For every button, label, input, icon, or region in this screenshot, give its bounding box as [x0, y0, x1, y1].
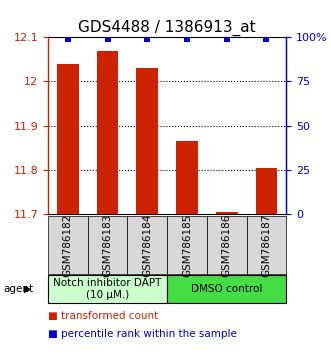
Text: ■ transformed count: ■ transformed count [48, 311, 158, 321]
Text: GSM786182: GSM786182 [63, 213, 73, 277]
Text: DMSO control: DMSO control [191, 284, 262, 294]
Text: GSM786185: GSM786185 [182, 213, 192, 277]
Bar [57, 64, 79, 214]
Bar [216, 211, 238, 214]
Title: GDS4488 / 1386913_at: GDS4488 / 1386913_at [78, 19, 256, 36]
Text: agent: agent [3, 284, 33, 294]
Bar [256, 168, 277, 214]
Text: GSM786184: GSM786184 [142, 213, 152, 277]
Text: GSM786183: GSM786183 [103, 213, 113, 277]
Bar [176, 141, 198, 214]
Text: Notch inhibitor DAPT
(10 μM.): Notch inhibitor DAPT (10 μM.) [53, 278, 162, 300]
Text: GSM786187: GSM786187 [261, 213, 271, 277]
Text: ■ percentile rank within the sample: ■ percentile rank within the sample [48, 329, 237, 339]
Bar [136, 68, 158, 214]
Bar [97, 51, 118, 214]
Text: GSM786186: GSM786186 [222, 213, 232, 277]
Text: ▶: ▶ [24, 284, 32, 294]
